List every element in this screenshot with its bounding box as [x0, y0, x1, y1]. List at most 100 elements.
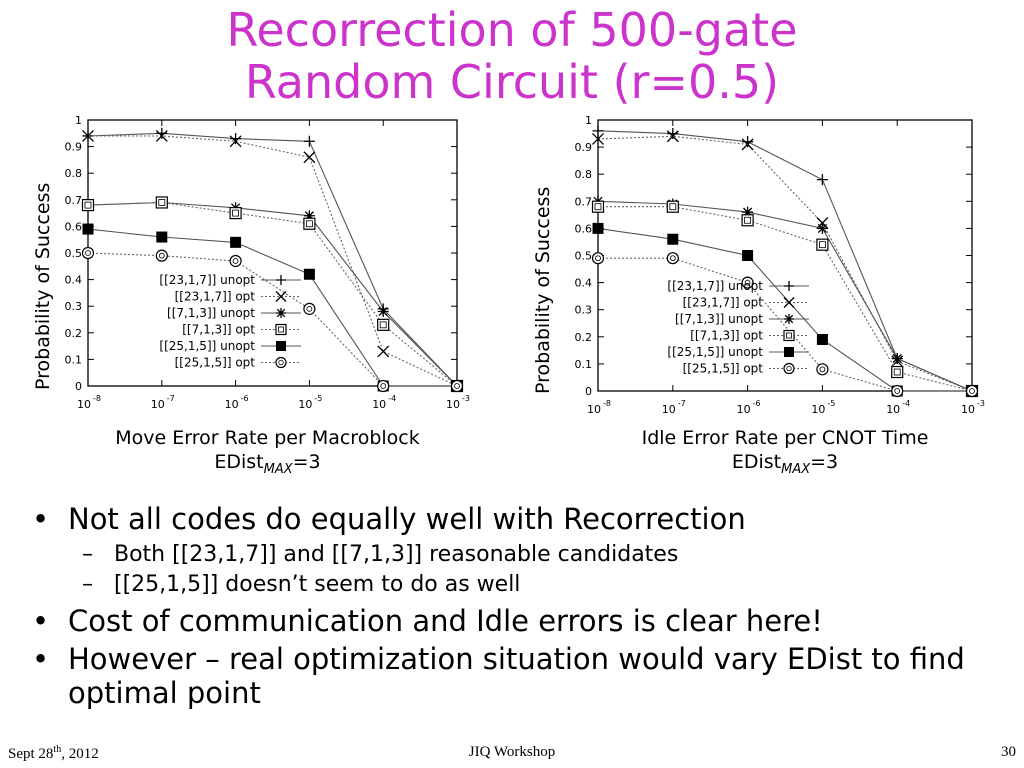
legend-label: [[23,1,7]] opt [683, 296, 764, 310]
y-tick-label: 0.9 [575, 141, 593, 154]
x-tick-label: 10 [737, 403, 751, 416]
data-point [816, 174, 828, 186]
bullet-item: However – real optimization situation wo… [30, 642, 1010, 710]
data-point [741, 214, 754, 227]
data-point [816, 334, 828, 346]
footer-center: JIQ Workshop [468, 744, 556, 760]
data-point [666, 200, 679, 213]
data-point [741, 138, 754, 151]
data-point [816, 363, 829, 376]
data-point [303, 217, 316, 230]
data-point [592, 125, 604, 137]
data-point [450, 379, 464, 393]
data-point [303, 151, 316, 164]
y-tick-label: 0.3 [65, 300, 83, 313]
sub-bullet-item: Both [[23,1,7]] and [[7,1,3]] reasonable… [30, 540, 1010, 570]
y-tick-label: 0.1 [65, 353, 83, 366]
legend-marker [275, 356, 287, 369]
data-point [666, 252, 679, 265]
legend-marker [783, 329, 795, 342]
series-line-3 [597, 200, 973, 392]
x-tick-exponent: -8 [603, 399, 611, 408]
slide-title-line2: Random Circuit (r=0.5) [244, 55, 780, 109]
series-line-5 [597, 227, 972, 392]
data-point [816, 238, 829, 251]
data-point [891, 352, 903, 364]
data-point [82, 130, 94, 142]
legend-marker [783, 297, 795, 308]
x-tick-label: 10 [151, 398, 165, 411]
legend-label: [[25,1,5]] opt [683, 362, 764, 376]
y-tick-label: 0.8 [65, 167, 83, 180]
y-tick-label: 0.7 [65, 194, 83, 207]
data-point [82, 223, 94, 235]
x-tick-label: 10 [662, 403, 676, 416]
bullet-item: Not all codes do equally well with Recor… [30, 502, 1010, 536]
right-chart-caption: Idle Error Rate per CNOT Time EDistMAX=3 [565, 426, 1005, 482]
data-point [591, 252, 605, 265]
x-tick-label: 10 [587, 403, 601, 416]
right-chart-xlabel: Idle Error Rate per CNOT Time [641, 427, 929, 449]
data-point [591, 200, 605, 213]
legend-marker [784, 347, 794, 357]
x-tick-exponent: -7 [167, 394, 175, 403]
y-tick-label: 0.2 [65, 327, 83, 340]
series-line-1 [87, 132, 458, 387]
data-point [666, 130, 679, 143]
legend-label: [[7,1,3]] unopt [167, 306, 255, 320]
data-point [667, 128, 679, 140]
series-line-2 [88, 135, 458, 387]
legend-marker [276, 341, 286, 351]
data-point [156, 127, 168, 139]
legend-label: [[25,1,5]] unopt [667, 345, 763, 359]
data-point [377, 345, 390, 358]
x-tick-label: 10 [886, 403, 900, 416]
data-point [592, 133, 604, 145]
x-tick-label: 10 [811, 403, 825, 416]
data-point [816, 222, 828, 234]
footer-date-sup: th [53, 744, 62, 755]
x-tick-exponent: -3 [462, 394, 470, 403]
data-point [155, 249, 168, 262]
x-tick-exponent: -4 [902, 399, 910, 408]
y-tick-label: 0 [585, 385, 592, 398]
bullet-item: Cost of communication and Idle errors is… [30, 604, 1010, 638]
legend-label: [[7,1,3]] opt [182, 323, 255, 337]
left-subcaption-prefix: EDist [214, 451, 264, 473]
data-point [742, 250, 754, 261]
x-tick-exponent: -3 [977, 399, 985, 408]
y-tick-label: 0.3 [575, 304, 593, 317]
right-subcaption-sub: MAX [781, 461, 811, 477]
data-point [156, 231, 168, 243]
legend-label: [[25,1,5]] opt [175, 356, 256, 370]
left-chart-subcaption: EDistMAX=3 [55, 450, 480, 482]
left-chart-ylabel: Probability of Success [32, 182, 54, 390]
right-subcaption-suffix: =3 [810, 451, 839, 473]
data-point [377, 379, 390, 393]
y-tick-label: 0 [75, 380, 82, 393]
data-point [229, 135, 242, 148]
legend-marker [784, 281, 794, 291]
y-tick-label: 0.1 [575, 358, 593, 371]
data-point [229, 206, 242, 220]
x-tick-exponent: -7 [678, 399, 686, 408]
data-point [81, 246, 95, 260]
y-tick-label: 0.4 [65, 274, 83, 287]
legend-label: [[7,1,3]] opt [690, 329, 763, 343]
legend: [[23,1,7]] unopt [[23,1,7]] opt [[7,1,3]] … [667, 279, 809, 376]
series-line-2 [597, 135, 973, 392]
x-tick-exponent: -5 [827, 399, 835, 408]
data-point [667, 233, 679, 245]
data-point [891, 365, 904, 379]
right-chart-ylabel: Probability of Success [532, 186, 554, 394]
y-tick-label: 1 [75, 114, 82, 127]
right-subcaption-prefix: EDist [731, 451, 782, 473]
data-point [229, 254, 242, 268]
legend-label: [[7,1,3]] unopt [675, 312, 763, 326]
legend-marker [783, 362, 795, 375]
x-tick-label: 10 [225, 398, 239, 411]
data-point [742, 136, 754, 148]
y-tick-label: 1 [585, 114, 592, 127]
y-tick-label: 0.7 [575, 195, 593, 208]
